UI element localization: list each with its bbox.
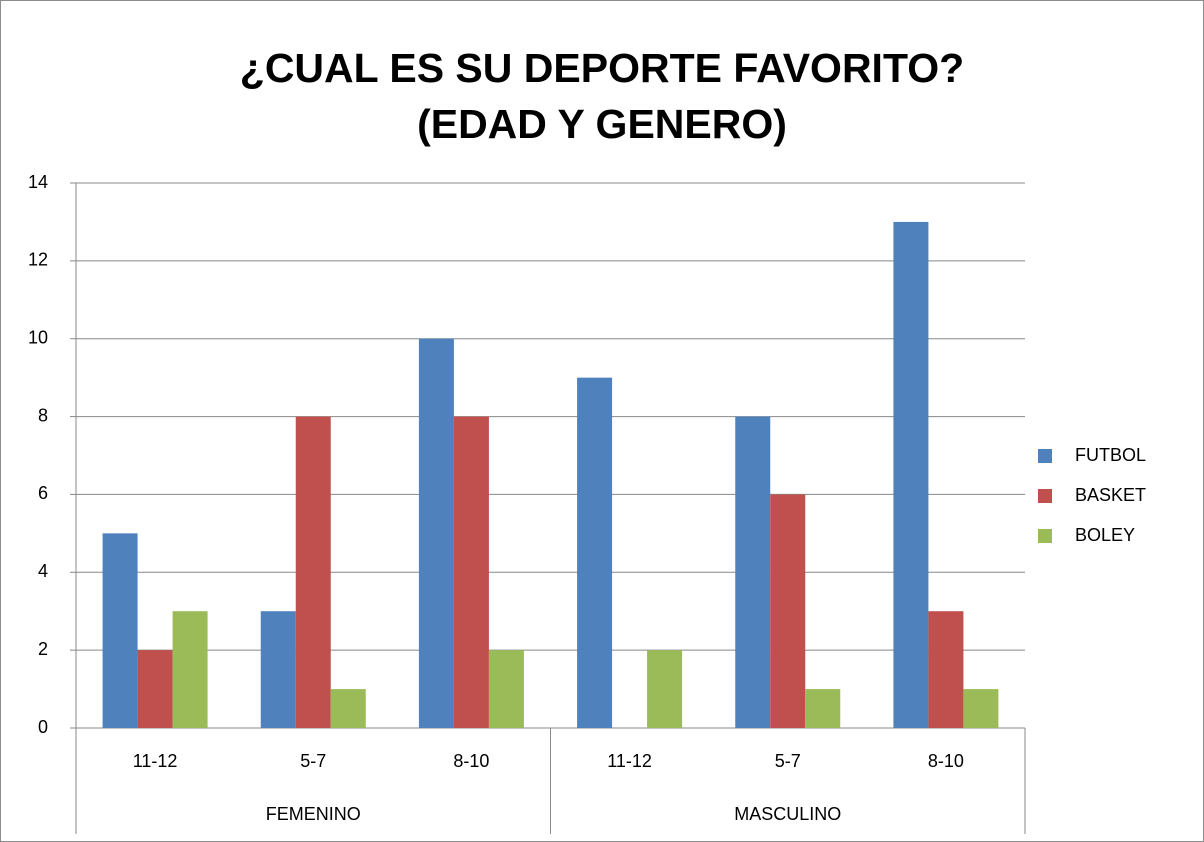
x-tick-label: 11-12 (607, 751, 652, 771)
bar (453, 416, 489, 728)
bar (330, 689, 366, 728)
legend-label: BOLEY (1075, 525, 1135, 545)
bar (260, 611, 296, 728)
bar (893, 221, 929, 728)
bar (295, 416, 331, 728)
y-tick-label: 0 (38, 717, 48, 737)
bar (172, 611, 208, 728)
x-tick-label: 5-7 (300, 751, 326, 771)
y-tick-label: 10 (28, 327, 48, 347)
group-label: FEMENINO (266, 804, 361, 824)
legend-swatch (1038, 449, 1052, 463)
bar (418, 338, 454, 728)
y-tick-label: 4 (38, 561, 48, 581)
x-tick-label: 11-12 (133, 751, 178, 771)
bar (137, 650, 173, 728)
bar (928, 611, 964, 728)
bar (963, 689, 999, 728)
y-tick-label: 14 (28, 172, 48, 192)
bar (770, 494, 806, 728)
x-tick-label: 8-10 (928, 751, 964, 771)
x-tick-label: 5-7 (775, 751, 801, 771)
x-tick-label: 8-10 (453, 751, 489, 771)
bar (488, 650, 524, 728)
y-tick-label: 6 (38, 483, 48, 503)
y-tick-label: 8 (38, 405, 48, 425)
bar (647, 650, 683, 728)
bar (735, 416, 771, 728)
bar (805, 689, 841, 728)
legend-label: FUTBOL (1075, 445, 1146, 465)
legend-swatch (1038, 489, 1052, 503)
chart-title: ¿CUAL ES SU DEPORTE FAVORITO? (EDAD Y GE… (239, 45, 965, 147)
bar (577, 377, 613, 728)
y-tick-label: 12 (28, 250, 48, 270)
legend-swatch (1038, 529, 1052, 543)
bar (102, 533, 138, 728)
legend-label: BASKET (1075, 485, 1146, 505)
y-tick-label: 2 (38, 639, 48, 659)
group-label: MASCULINO (734, 804, 841, 824)
